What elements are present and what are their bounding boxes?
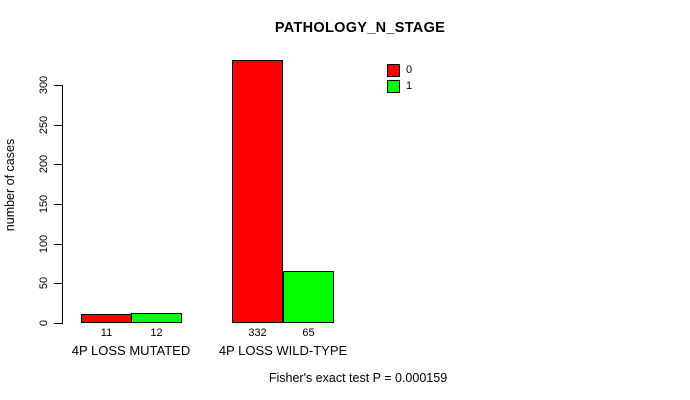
y-tick-mark bbox=[54, 283, 62, 285]
y-tick-mark bbox=[54, 323, 62, 324]
legend-item-1: 1 bbox=[387, 80, 412, 93]
bar-series-0-group-1 bbox=[232, 60, 283, 323]
legend-item-0: 0 bbox=[387, 64, 412, 77]
category-label-mutated: 4P LOSS MUTATED bbox=[71, 343, 191, 358]
y-tick-label: 250 bbox=[38, 115, 50, 134]
legend-label: 0 bbox=[406, 64, 413, 76]
y-tick-mark bbox=[54, 164, 62, 166]
category-label-wild-type: 4P LOSS WILD-TYPE bbox=[218, 343, 348, 358]
y-axis-label: number of cases bbox=[3, 138, 17, 232]
y-tick-label: 0 bbox=[38, 319, 50, 327]
y-tick-label: 100 bbox=[38, 234, 50, 253]
chart-title: PATHOLOGY_N_STAGE bbox=[274, 20, 446, 36]
legend-label: 1 bbox=[406, 80, 413, 92]
legend-swatch-green bbox=[387, 80, 400, 93]
y-axis-line bbox=[62, 85, 63, 324]
bar-series-1-group-1 bbox=[283, 271, 334, 323]
y-tick-mark bbox=[54, 124, 62, 126]
bar-series-1-group-0 bbox=[131, 313, 182, 323]
legend: 0 1 bbox=[387, 64, 412, 96]
y-tick-label: 50 bbox=[38, 277, 50, 290]
y-tick-mark bbox=[54, 243, 62, 245]
y-tick-mark bbox=[54, 85, 62, 86]
bar-value-label: 65 bbox=[302, 327, 315, 339]
bar-value-label: 11 bbox=[100, 327, 113, 339]
bar-series-0-group-0 bbox=[81, 314, 132, 323]
bar-value-label: 12 bbox=[150, 327, 163, 339]
y-tick-mark bbox=[54, 204, 62, 205]
y-tick-label: 150 bbox=[38, 194, 50, 214]
bar-value-label: 332 bbox=[248, 327, 267, 339]
legend-swatch-red bbox=[387, 64, 400, 77]
y-tick-label: 300 bbox=[38, 75, 50, 95]
stat-test-caption: Fisher's exact test P = 0.000159 bbox=[268, 371, 448, 385]
y-tick-label: 200 bbox=[38, 155, 50, 174]
